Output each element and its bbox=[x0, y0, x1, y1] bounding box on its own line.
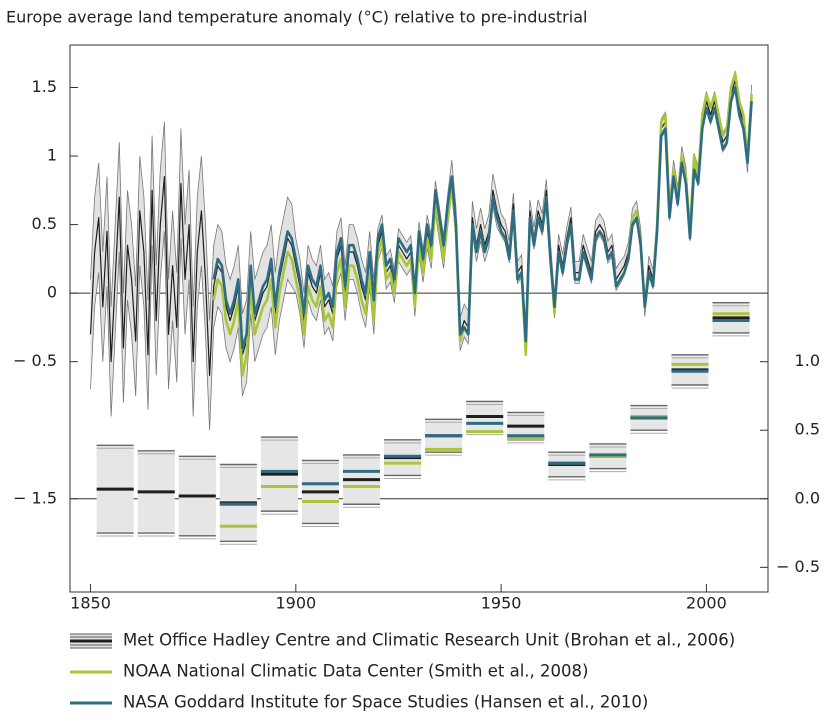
series-line bbox=[212, 86, 753, 350]
plot-area bbox=[70, 70, 768, 545]
x-tick-label: 1850 bbox=[70, 594, 111, 613]
y-tick-label: 0.5 bbox=[32, 214, 57, 233]
plot-frame bbox=[69, 44, 769, 593]
y-tick-label: − 0.5 bbox=[13, 351, 57, 370]
x-tick-label: 2000 bbox=[686, 594, 727, 613]
x-tick-label: 1950 bbox=[481, 594, 522, 613]
legend: Met Office Hadley Centre and Climatic Re… bbox=[70, 631, 735, 712]
y2-tick-label: 0.0 bbox=[795, 488, 820, 507]
series-line bbox=[89, 80, 753, 376]
x-tick-label: 1900 bbox=[275, 594, 316, 613]
y2-tick-label: 1.0 bbox=[795, 351, 820, 370]
y-tick-label: − 1.5 bbox=[13, 488, 57, 507]
y-tick-label: 1 bbox=[47, 146, 57, 165]
y-tick-label: 1.5 bbox=[32, 77, 57, 96]
legend-label: NOAA National Climatic Data Center (Smit… bbox=[123, 662, 588, 681]
y2-tick-label: − 0.5 bbox=[776, 557, 820, 576]
y-tick-label: 0 bbox=[47, 283, 57, 302]
y2-tick-label: 0.5 bbox=[795, 420, 820, 439]
legend-label: NASA Goddard Institute for Space Studies… bbox=[123, 693, 648, 712]
chart-title: Europe average land temperature anomaly … bbox=[6, 8, 587, 27]
legend-label: Met Office Hadley Centre and Climatic Re… bbox=[123, 631, 735, 650]
